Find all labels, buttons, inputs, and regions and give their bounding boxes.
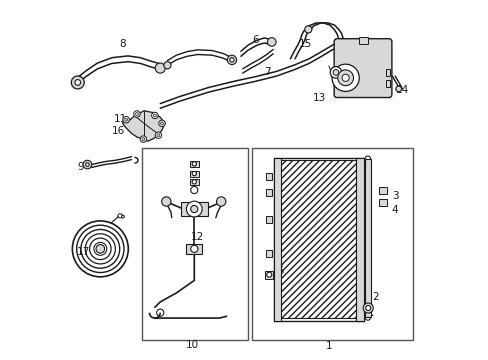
Circle shape bbox=[159, 120, 165, 127]
FancyBboxPatch shape bbox=[333, 39, 391, 98]
Circle shape bbox=[140, 136, 146, 142]
Text: 5: 5 bbox=[277, 266, 283, 276]
Circle shape bbox=[192, 162, 196, 166]
Bar bbox=[266, 250, 271, 257]
Circle shape bbox=[229, 58, 234, 62]
Bar bbox=[265, 271, 273, 279]
Circle shape bbox=[337, 70, 353, 86]
Circle shape bbox=[160, 122, 163, 125]
Circle shape bbox=[83, 160, 92, 169]
Text: 1: 1 bbox=[325, 341, 331, 351]
Text: 16: 16 bbox=[111, 126, 124, 135]
Bar bbox=[186, 244, 202, 253]
Circle shape bbox=[332, 69, 338, 75]
Bar bbox=[355, 158, 363, 320]
Bar bbox=[386, 80, 389, 87]
Text: 3: 3 bbox=[391, 191, 398, 201]
Circle shape bbox=[85, 163, 89, 166]
Circle shape bbox=[121, 215, 124, 218]
Circle shape bbox=[142, 138, 144, 140]
Text: 13: 13 bbox=[312, 93, 326, 103]
Circle shape bbox=[75, 80, 81, 85]
Circle shape bbox=[155, 132, 162, 138]
Text: 4: 4 bbox=[391, 206, 398, 216]
Text: 7: 7 bbox=[264, 67, 270, 77]
Circle shape bbox=[363, 303, 372, 313]
Bar bbox=[359, 37, 367, 44]
Circle shape bbox=[186, 201, 202, 217]
Bar bbox=[266, 189, 271, 196]
Circle shape bbox=[216, 197, 225, 206]
Bar bbox=[189, 161, 199, 167]
Circle shape bbox=[135, 113, 138, 116]
Bar bbox=[189, 171, 199, 177]
Text: 11: 11 bbox=[114, 114, 127, 124]
Circle shape bbox=[162, 197, 171, 206]
Circle shape bbox=[304, 26, 311, 33]
Text: 17: 17 bbox=[76, 247, 90, 257]
Circle shape bbox=[153, 114, 156, 117]
Circle shape bbox=[133, 111, 140, 117]
Circle shape bbox=[267, 38, 276, 46]
Bar bbox=[364, 159, 370, 317]
Text: 12: 12 bbox=[191, 232, 204, 242]
Circle shape bbox=[266, 272, 271, 277]
Circle shape bbox=[192, 180, 196, 184]
Circle shape bbox=[341, 74, 348, 81]
Circle shape bbox=[329, 67, 341, 78]
Bar bbox=[142, 148, 247, 339]
Bar bbox=[379, 199, 386, 206]
Bar bbox=[379, 187, 386, 194]
Circle shape bbox=[124, 118, 127, 121]
Circle shape bbox=[163, 62, 171, 69]
Circle shape bbox=[157, 134, 160, 136]
Circle shape bbox=[71, 76, 84, 89]
Bar bbox=[273, 158, 281, 320]
Bar bbox=[189, 179, 199, 185]
Circle shape bbox=[395, 86, 401, 92]
Circle shape bbox=[227, 55, 236, 64]
Bar bbox=[386, 69, 389, 76]
Text: 6: 6 bbox=[251, 35, 258, 45]
Text: 15: 15 bbox=[298, 39, 311, 49]
Circle shape bbox=[122, 117, 129, 123]
Text: 10: 10 bbox=[185, 340, 199, 350]
Text: 2: 2 bbox=[371, 292, 378, 302]
Circle shape bbox=[151, 112, 158, 119]
Bar bbox=[266, 173, 271, 180]
Circle shape bbox=[96, 244, 104, 253]
Circle shape bbox=[365, 306, 370, 311]
Text: 14: 14 bbox=[395, 85, 408, 95]
Circle shape bbox=[155, 63, 165, 73]
Circle shape bbox=[192, 171, 196, 176]
Bar bbox=[280, 160, 355, 318]
Bar bbox=[251, 148, 412, 339]
Bar bbox=[181, 202, 207, 216]
Circle shape bbox=[190, 206, 198, 213]
Polygon shape bbox=[122, 111, 164, 141]
Text: 8: 8 bbox=[119, 39, 125, 49]
Circle shape bbox=[190, 245, 198, 252]
Text: 9: 9 bbox=[77, 162, 83, 172]
Circle shape bbox=[331, 64, 359, 91]
Bar bbox=[266, 216, 271, 223]
